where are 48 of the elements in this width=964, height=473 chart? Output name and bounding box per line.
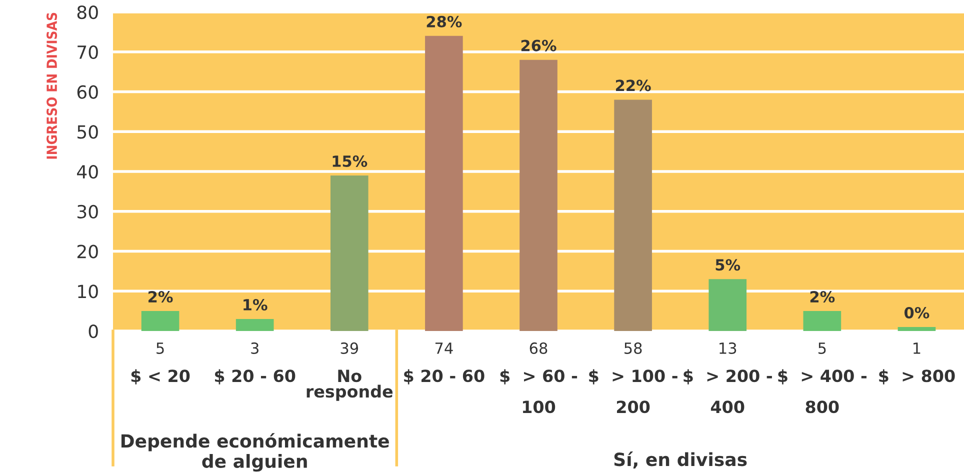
y-tick-label: 50 (78, 125, 98, 139)
y-tick-label: 0 (88, 324, 98, 338)
bar (520, 60, 558, 331)
y-tick-label: 10 (78, 284, 98, 298)
annotation: 28% (426, 16, 462, 28)
data-label: 74 (435, 342, 453, 354)
x-tick-label: $ > 200 - 400 (684, 369, 772, 414)
bar (236, 319, 274, 331)
data-label: 5 (156, 342, 164, 354)
data-label: 58 (624, 342, 642, 354)
annotation: 26% (521, 40, 556, 52)
annotation: 2% (148, 290, 173, 303)
y-tick-label: 30 (78, 204, 98, 218)
annotation: 22% (616, 80, 651, 92)
annotation: 1% (244, 298, 268, 311)
y-tick-label: 70 (78, 45, 98, 59)
bar (898, 327, 936, 331)
bar (614, 100, 652, 331)
data-label: 13 (720, 342, 736, 354)
annotation: 0% (904, 306, 930, 318)
x-tick-label: $ 20 - 60 (404, 369, 484, 384)
data-label: 1 (914, 342, 920, 354)
data-label: 68 (530, 342, 548, 354)
x-tick-label: $ > 60 - 100 (500, 369, 578, 414)
text: Sí, en divisas (614, 452, 747, 469)
y-axis-title: INGRESO EN DIVISAS (46, 12, 58, 159)
x-tick-label: $ > 400 - 800 (778, 369, 867, 414)
text: Depende económicamente de alguien (121, 433, 389, 472)
y-tick-label: 80 (77, 5, 98, 20)
y-tick-label: 60 (77, 85, 98, 99)
x-tick-label: $ < 20 (131, 369, 190, 384)
annotation: 2% (810, 290, 835, 303)
y-tick-label: 20 (77, 244, 98, 258)
y-tick-label: 40 (77, 164, 98, 179)
data-label: 39 (340, 342, 358, 354)
annotation: 5% (716, 259, 740, 271)
bar (425, 36, 463, 331)
bar (141, 311, 180, 331)
x-tick-label: $ 20 - 60 (214, 369, 296, 384)
bar (330, 175, 368, 331)
x-tick-label: No responde (306, 370, 393, 401)
x-tick-label: $ > 100 - 200 (589, 369, 678, 414)
bar (708, 279, 747, 331)
data-label: 3 (251, 342, 258, 354)
data-label: 5 (818, 342, 826, 354)
bar (803, 311, 842, 331)
x-tick-label: $ > 800 (879, 369, 955, 384)
annotation: 15% (332, 155, 368, 167)
